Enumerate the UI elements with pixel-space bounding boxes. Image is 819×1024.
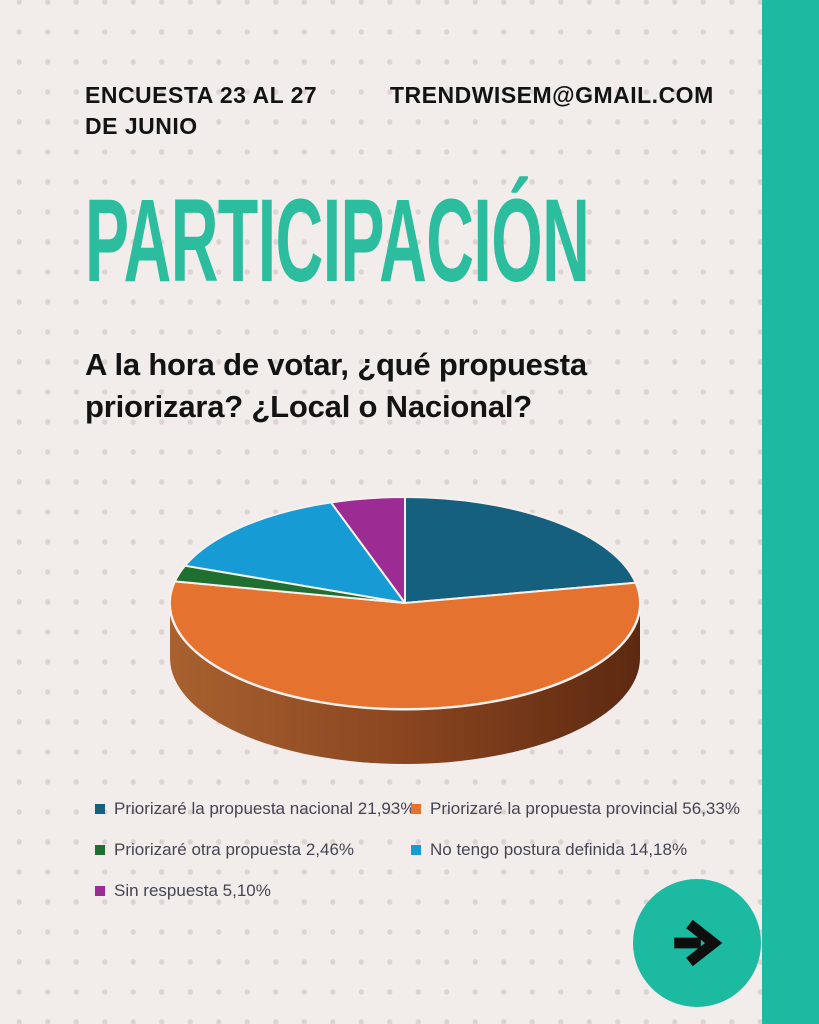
legend-item: Priorizaré otra propuesta 2,46% bbox=[95, 840, 411, 860]
pie-slice-4 bbox=[330, 496, 406, 604]
pie-side bbox=[170, 603, 640, 764]
survey-period: ENCUESTA 23 AL 27 DE JUNIO bbox=[85, 80, 317, 142]
contact-email: TRENDWISEM@GMAIL.COM bbox=[390, 82, 714, 108]
survey-period-line-1: ENCUESTA 23 AL 27 bbox=[85, 82, 318, 108]
legend-label: Priorizaré la propuesta nacional 21,93% bbox=[114, 799, 416, 818]
legend-swatch bbox=[411, 845, 421, 855]
pie-slice-0 bbox=[404, 496, 637, 604]
legend-swatch bbox=[411, 804, 421, 814]
legend-item: Priorizaré la propuesta provincial 56,33… bbox=[411, 799, 740, 819]
legend-item: No tengo postura definida 14,18% bbox=[411, 840, 740, 860]
legend-item: Priorizaré la propuesta nacional 21,93% bbox=[95, 799, 415, 819]
pie-slice-3 bbox=[184, 501, 406, 604]
legend-label: Priorizaré otra propuesta 2,46% bbox=[114, 840, 355, 859]
next-button[interactable] bbox=[633, 879, 761, 1007]
teal-sidebar bbox=[762, 0, 819, 1024]
chart-legend: Priorizaré la propuesta nacional 21,93% P… bbox=[95, 799, 740, 901]
legend-swatch bbox=[95, 886, 105, 896]
survey-question: A la hora de votar, ¿qué propuesta prior… bbox=[85, 347, 587, 425]
arrow-right-icon bbox=[674, 919, 723, 967]
legend-item: Sin respuesta 5,10% bbox=[95, 881, 411, 901]
legend-label: No tengo postura definida 14,18% bbox=[430, 840, 688, 859]
legend-label: Priorizaré la propuesta provincial 56,33… bbox=[430, 799, 740, 818]
pie-chart bbox=[168, 496, 642, 764]
legend-label: Sin respuesta 5,10% bbox=[114, 881, 271, 900]
survey-period-line-2: DE JUNIO bbox=[85, 113, 198, 139]
page-title: PARTICIPACIÓN bbox=[85, 175, 590, 307]
legend-swatch bbox=[95, 845, 105, 855]
pie-slice-1 bbox=[168, 580, 641, 711]
legend-swatch bbox=[95, 804, 105, 814]
